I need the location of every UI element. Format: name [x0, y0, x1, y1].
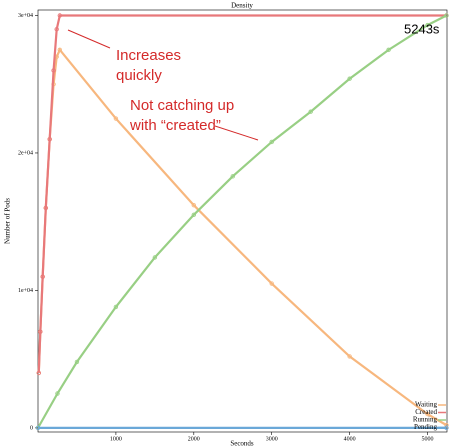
series-point: [113, 116, 119, 121]
series-point: [36, 370, 41, 376]
y-tick-label: 1e+04: [18, 288, 33, 294]
annotation: Increases: [116, 47, 181, 64]
series-point: [230, 174, 235, 179]
series-point: [57, 13, 63, 18]
x-tick-label: 5000: [422, 436, 434, 442]
series-point: [347, 354, 352, 359]
annotation: quickly: [116, 67, 162, 84]
series-point: [55, 391, 60, 396]
legend-label: Running: [413, 416, 438, 424]
series-point: [191, 212, 197, 218]
y-tick-label: 3e+04: [18, 13, 33, 19]
legend-label: Pending: [414, 423, 437, 431]
series-point: [191, 202, 197, 208]
x-tick-label: 1000: [110, 436, 122, 442]
series-line: [37, 47, 448, 427]
series-point: [347, 76, 352, 81]
series-point: [386, 47, 391, 53]
series-point: [269, 281, 274, 286]
y-axis-label: Number of Pods: [4, 198, 12, 244]
chart-title: Density: [231, 2, 253, 10]
annotation-arrow: [67, 29, 111, 49]
series-point: [57, 47, 63, 53]
annotation: 5243s: [404, 21, 440, 36]
series-point: [269, 139, 274, 145]
series-point: [425, 411, 430, 417]
legend-label: Waiting: [415, 401, 437, 409]
series-point: [444, 13, 449, 18]
y-tick-label: 2e+04: [18, 150, 33, 156]
series-point: [113, 304, 119, 310]
series-point: [74, 359, 80, 365]
series-point: [43, 205, 48, 211]
x-tick-label: 3000: [266, 436, 278, 442]
plot-frame: [37, 9, 448, 433]
series-point: [40, 274, 45, 279]
annotation-arrow: [214, 125, 259, 141]
x-tick-label: 4000: [344, 436, 356, 442]
series-point: [51, 68, 56, 73]
series-point: [54, 27, 59, 32]
annotation: with “created”: [129, 117, 221, 134]
annotation: Not catching up: [130, 97, 234, 114]
series-point: [47, 137, 52, 142]
series-point: [152, 255, 158, 260]
series-point: [425, 22, 430, 28]
series-point: [38, 329, 43, 334]
y-tick-label: 0: [30, 425, 33, 431]
series-line: [37, 14, 447, 373]
series-point: [308, 109, 313, 114]
x-axis-label: Seconds: [230, 440, 254, 448]
legend-label: Created: [415, 408, 437, 416]
series-point: [35, 425, 41, 431]
x-tick-label: 2000: [188, 436, 200, 442]
series-line: [37, 14, 447, 429]
